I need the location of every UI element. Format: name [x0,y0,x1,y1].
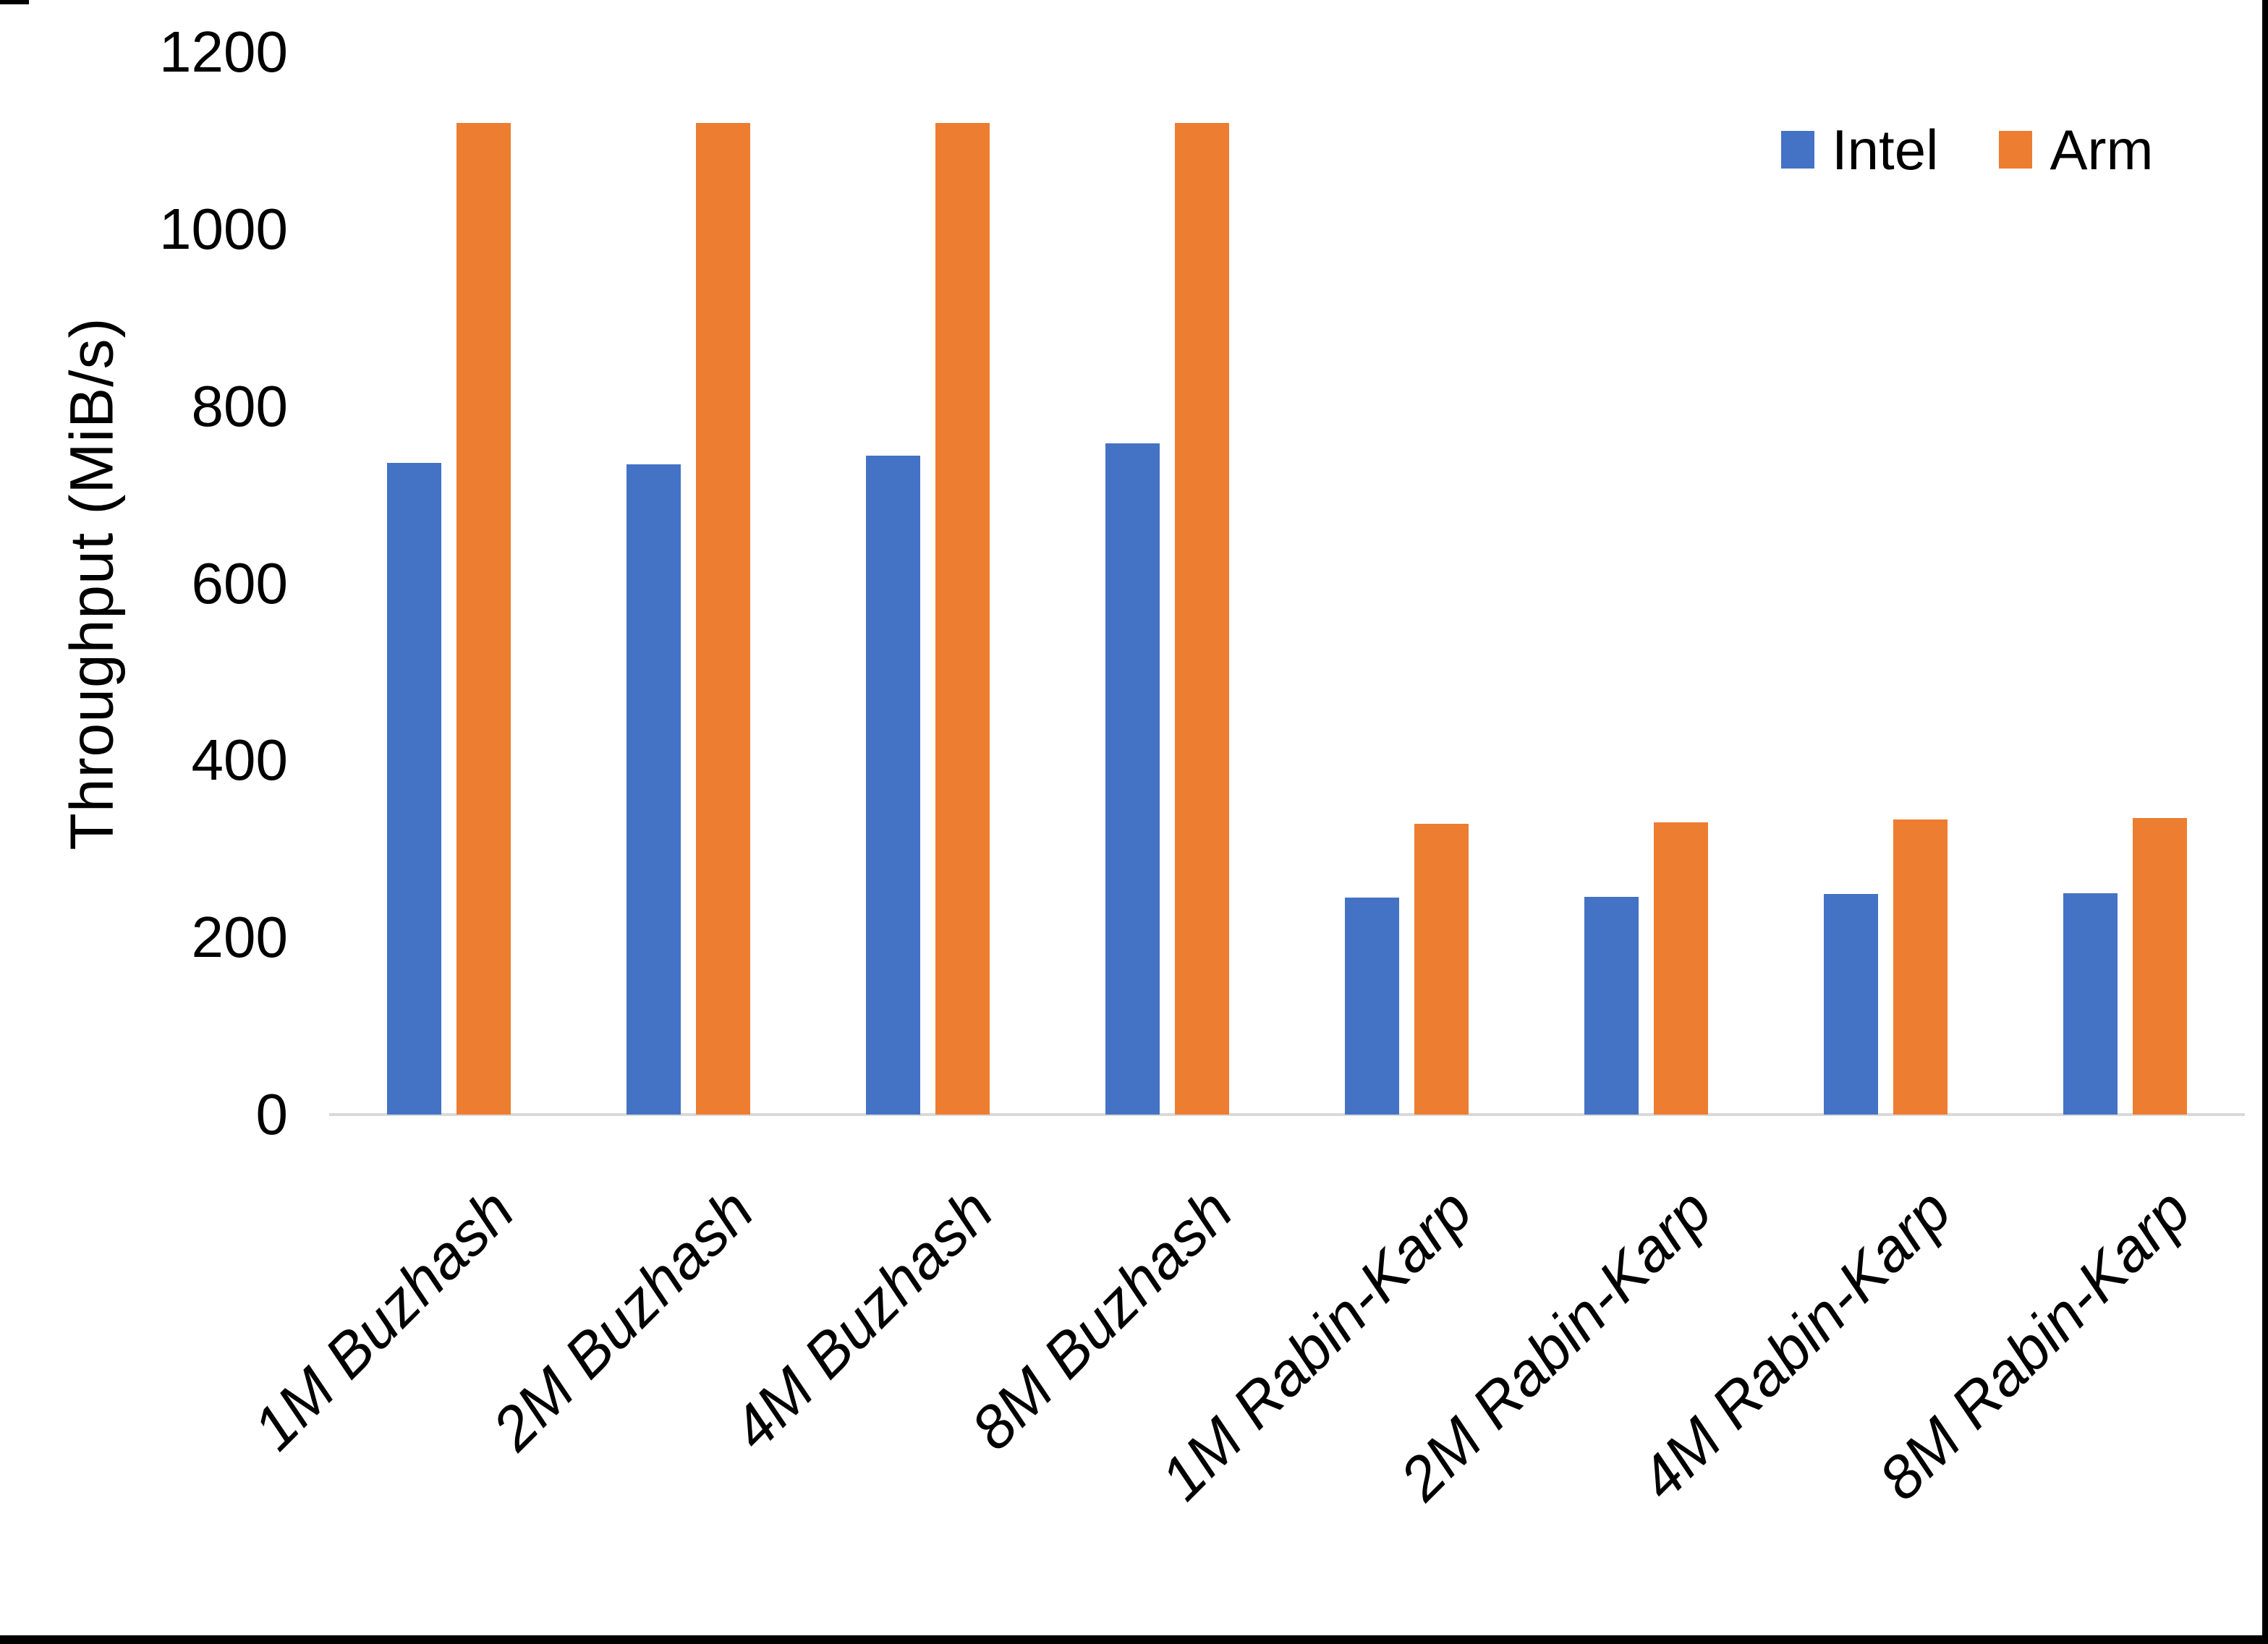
legend-item-arm: Arm [1999,122,2153,178]
y-axis-tick-label: 200 [191,905,288,970]
x-axis-label-1m-buzhash: 1M Buzhash [239,1175,527,1463]
bar-intel-2m-rabin-karp [1584,896,1639,1115]
legend-item-intel: Intel [1781,122,1938,178]
bar-intel-1m-rabin-karp [1345,898,1399,1115]
legend-label-arm: Arm [2050,118,2154,182]
bar-arm-4m-rabin-karp [1893,819,1948,1115]
legend-swatch-intel [1781,131,1814,169]
bar-arm-2m-buzhash [696,122,750,1115]
bar-intel-1m-buzhash [387,463,441,1115]
y-axis-tick-label: 400 [191,728,288,793]
plot-area [329,52,2245,1116]
legend-swatch-arm [1999,131,2033,169]
bar-arm-8m-rabin-karp [2133,817,2187,1115]
bar-arm-1m-buzhash [456,122,511,1115]
bar-intel-2m-buzhash [627,464,681,1115]
frame-border-top-left [0,0,29,4]
frame-border-right [2262,0,2268,1644]
bar-intel-4m-buzhash [866,456,920,1115]
y-axis-tick-label: 1200 [159,20,288,84]
y-axis-tick-label: 0 [255,1082,289,1146]
bar-intel-8m-buzhash [1105,443,1160,1115]
bar-arm-2m-rabin-karp [1654,822,1708,1115]
legend-label-intel: Intel [1832,118,1939,182]
frame-border-bottom [0,1635,2268,1644]
y-axis-tick-label: 1000 [159,196,288,261]
bar-arm-8m-buzhash [1175,122,1229,1115]
bar-arm-4m-buzhash [935,122,990,1115]
y-axis-tick-label: 800 [191,373,288,438]
x-axis-line [329,1113,2245,1116]
bar-arm-1m-rabin-karp [1414,824,1469,1115]
legend: Intel Arm [1781,122,2153,178]
y-axis-tick-label: 600 [191,550,288,616]
bar-intel-8m-rabin-karp [2063,893,2118,1115]
bar-intel-4m-rabin-karp [1824,894,1878,1115]
y-axis-title: Throughput (MiB/s) [57,317,126,851]
